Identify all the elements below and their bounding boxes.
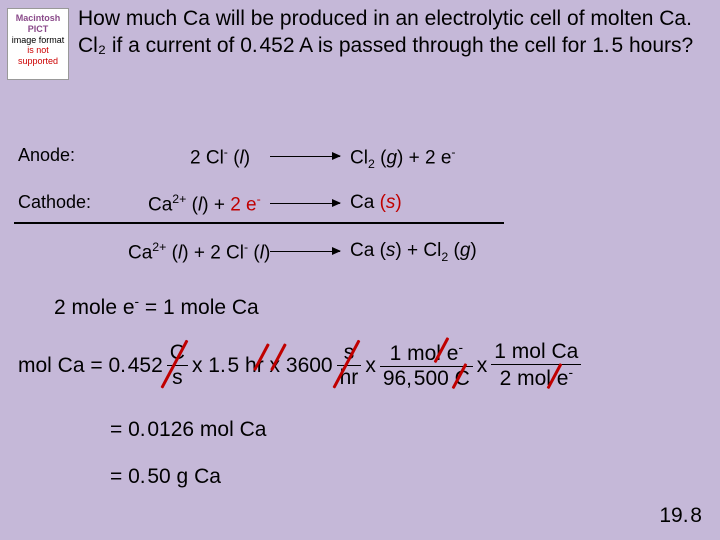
sup: -	[568, 365, 573, 380]
t: Ca	[148, 194, 172, 215]
den: 2 mol e-	[497, 365, 576, 391]
calculation-row: mol Ca = 0. 452 C s x 1. 5 hr x 3600 s h…	[18, 340, 585, 391]
frac-s-hr: s hr	[337, 341, 362, 390]
t: 2 Cl	[190, 147, 224, 168]
pict-line3: is not supported	[10, 45, 66, 67]
num: 1 mol e-	[387, 340, 466, 366]
t: )	[395, 192, 401, 213]
calc-lead: mol Ca = 0. 452	[18, 354, 163, 378]
arrow-icon	[270, 251, 340, 252]
cathode-right: Ca (s)	[350, 192, 402, 214]
t: (	[375, 147, 387, 168]
t: (	[248, 242, 260, 263]
t: (	[186, 194, 198, 215]
t: = 1 mole Ca	[139, 296, 259, 319]
frac-ca-e: 1 mol Ca 2 mol e-	[491, 340, 581, 391]
result-grams: = 0. 50 g Ca	[110, 465, 221, 489]
pict-line2: image format	[10, 35, 66, 46]
sub: 2	[368, 157, 375, 171]
t: Cl	[350, 147, 368, 168]
t: )	[470, 240, 476, 261]
t: x	[477, 354, 488, 378]
t: ) + Cl	[395, 240, 441, 261]
t: 2 e	[230, 194, 256, 215]
t: g	[386, 147, 397, 168]
equation-divider	[14, 222, 504, 224]
anode-label: Anode:	[18, 145, 75, 166]
net-right: Ca (s) + Cl2 (g)	[350, 240, 477, 264]
anode-right: Cl2 (g) + 2 e-	[350, 145, 456, 171]
pict-placeholder: Macintosh PICT image format is not suppo…	[7, 8, 69, 80]
frac-mole-faraday: 1 mol e- 96, 500 C	[380, 340, 473, 391]
result-mol: = 0. 0126 mol Ca	[110, 418, 266, 442]
t: ) + 2 e	[397, 147, 451, 168]
arrow-icon	[270, 156, 340, 157]
t: g	[460, 240, 471, 261]
cathode-label: Cathode:	[18, 192, 91, 213]
t: (	[448, 240, 460, 261]
anode-left: 2 Cl- (l)	[190, 145, 250, 169]
t: x	[365, 354, 376, 378]
t: Ca (	[350, 240, 386, 261]
pict-line1: Macintosh PICT	[10, 13, 66, 35]
sup: 2+	[152, 240, 166, 254]
sup: -	[257, 192, 261, 206]
t: s	[386, 192, 396, 213]
page-number: 19. 8	[659, 504, 702, 528]
t: Ca	[128, 242, 152, 263]
t: ) + 2 Cl	[182, 242, 244, 263]
t: s	[386, 240, 396, 261]
t: (	[166, 242, 178, 263]
t: Ca	[350, 192, 380, 213]
t: )	[264, 242, 270, 263]
t: ) +	[202, 194, 230, 215]
num: 1 mol Ca	[491, 340, 581, 364]
mole-relation: 2 mole e- = 1 mole Ca	[54, 294, 259, 320]
sup: 2+	[172, 192, 186, 206]
t: (	[228, 147, 240, 168]
frac-c-s: C s	[167, 341, 188, 390]
question-text: How much Ca will be produced in an elect…	[78, 6, 698, 60]
sup: -	[451, 145, 455, 159]
t: 1 mol e	[390, 342, 459, 365]
net-left: Ca2+ (l) + 2 Cl- (l)	[128, 240, 270, 264]
cathode-left: Ca2+ (l) + 2 e-	[148, 192, 261, 216]
arrow-icon	[270, 203, 340, 204]
t: 2 mole e	[54, 296, 135, 319]
t: )	[244, 147, 250, 168]
sup: -	[458, 340, 463, 355]
